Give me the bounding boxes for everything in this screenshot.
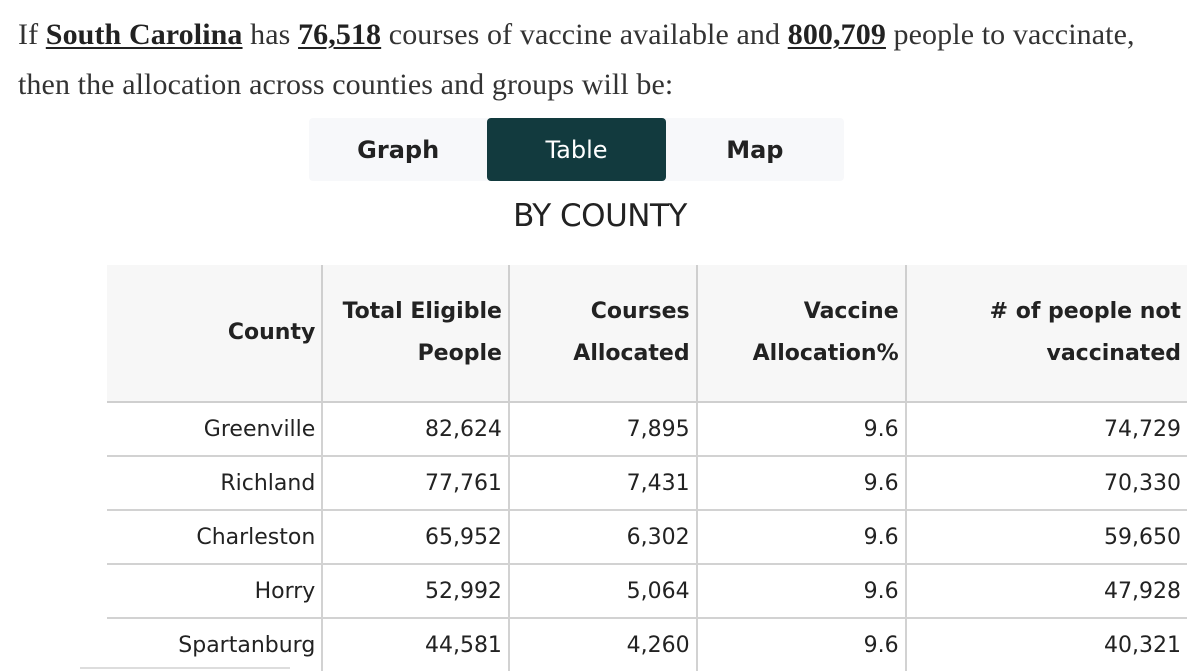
intro-suffix: people to vaccinate, then the allocation… bbox=[18, 18, 1135, 101]
tab-map[interactable]: Map bbox=[726, 135, 784, 164]
column-header-total-eligible[interactable]: Total Eligible People bbox=[322, 265, 510, 403]
cell-vaccine-allocation: 9.6 bbox=[696, 564, 907, 619]
cell-not-vaccinated: 47,928 bbox=[905, 564, 1187, 619]
cell-courses-allocated: 7,895 bbox=[508, 402, 698, 457]
table-row: Charleston 65,952 6,302 9.6 59,650 bbox=[107, 510, 1187, 565]
intro-mid: courses of vaccine available and bbox=[388, 18, 781, 51]
cell-not-vaccinated: 59,650 bbox=[905, 510, 1187, 565]
cell-courses-allocated: 5,064 bbox=[508, 564, 698, 619]
cell-not-vaccinated: 70,330 bbox=[905, 456, 1187, 511]
cell-total-eligible: 65,952 bbox=[322, 510, 510, 565]
cell-vaccine-allocation: 9.6 bbox=[696, 510, 907, 565]
cell-county: Spartanburg bbox=[107, 618, 324, 671]
tab-table[interactable]: Table bbox=[487, 118, 666, 181]
column-header-vaccine-allocation[interactable]: Vaccine Allocation% bbox=[696, 265, 907, 403]
county-table: County Total Eligible People Courses All… bbox=[107, 265, 1187, 671]
cell-vaccine-allocation: 9.6 bbox=[696, 618, 907, 671]
cell-total-eligible: 77,761 bbox=[322, 456, 510, 511]
table-row: Horry 52,992 5,064 9.6 47,928 bbox=[107, 564, 1187, 619]
county-table-container[interactable]: County Total Eligible People Courses All… bbox=[107, 265, 1187, 671]
table-row: Greenville 82,624 7,895 9.6 74,729 bbox=[107, 402, 1187, 457]
cell-county: Charleston bbox=[107, 510, 324, 565]
cell-county: Horry bbox=[107, 564, 324, 619]
courses-value[interactable]: 76,518 bbox=[298, 18, 382, 51]
intro-has: has bbox=[250, 18, 291, 51]
column-header-courses-allocated[interactable]: Courses Allocated bbox=[508, 265, 698, 403]
cell-county: Greenville bbox=[107, 402, 324, 457]
cell-courses-allocated: 6,302 bbox=[508, 510, 698, 565]
intro-sentence: If South Carolina has 76,518 courses of … bbox=[18, 10, 1188, 110]
cell-vaccine-allocation: 9.6 bbox=[696, 402, 907, 457]
view-tabs: Graph Table Map bbox=[309, 118, 844, 181]
cell-county: Richland bbox=[107, 456, 324, 511]
cell-vaccine-allocation: 9.6 bbox=[696, 456, 907, 511]
table-header-row: County Total Eligible People Courses All… bbox=[107, 265, 1187, 403]
table-row: Richland 77,761 7,431 9.6 70,330 bbox=[107, 456, 1187, 511]
scrollbar-track[interactable] bbox=[80, 667, 290, 669]
people-value[interactable]: 800,709 bbox=[787, 18, 886, 51]
column-header-not-vaccinated[interactable]: # of people not vaccinated bbox=[905, 265, 1187, 403]
cell-courses-allocated: 4,260 bbox=[508, 618, 698, 671]
tab-graph[interactable]: Graph bbox=[357, 135, 440, 164]
cell-total-eligible: 52,992 bbox=[322, 564, 510, 619]
section-title: BY COUNTY bbox=[513, 198, 687, 234]
cell-courses-allocated: 7,431 bbox=[508, 456, 698, 511]
cell-not-vaccinated: 74,729 bbox=[905, 402, 1187, 457]
intro-prefix: If bbox=[18, 18, 39, 51]
table-row: Spartanburg 44,581 4,260 9.6 40,321 bbox=[107, 618, 1187, 671]
cell-not-vaccinated: 40,321 bbox=[905, 618, 1187, 671]
state-selector[interactable]: South Carolina bbox=[45, 18, 243, 51]
column-header-county[interactable]: County bbox=[107, 265, 324, 403]
cell-total-eligible: 82,624 bbox=[322, 402, 510, 457]
cell-total-eligible: 44,581 bbox=[322, 618, 510, 671]
